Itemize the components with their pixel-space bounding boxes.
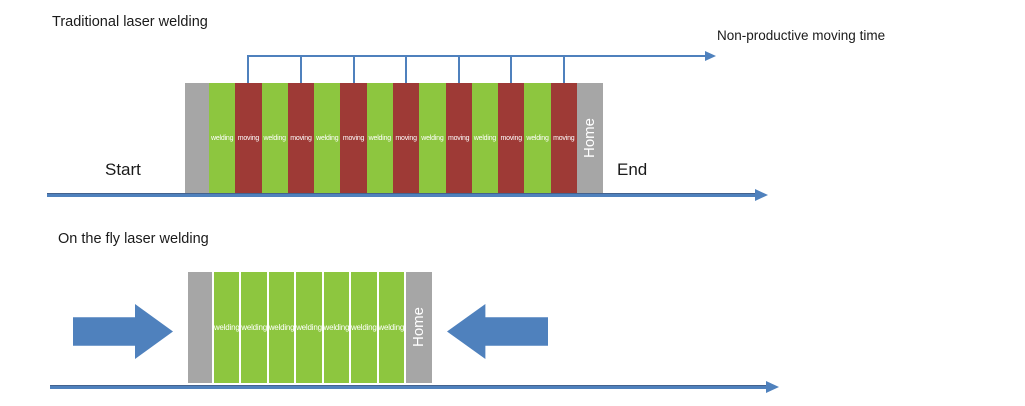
segment-label: moving: [395, 134, 417, 142]
traditional-title: Traditional laser welding: [52, 14, 208, 30]
segment-label: moving: [553, 134, 575, 142]
segment-label: welding: [421, 134, 444, 142]
welding-segment: welding: [366, 83, 393, 193]
welding-segment: welding: [214, 272, 240, 383]
segment-label: welding: [263, 134, 287, 142]
traditional-timeline-axis: [47, 193, 755, 197]
segment-label: welding: [316, 134, 339, 142]
segment-label: welding: [473, 134, 497, 142]
welding-segment: welding: [378, 272, 404, 383]
onthefly-timeline-axis: [50, 385, 766, 389]
welding-segment: welding: [268, 272, 295, 383]
segment-label: moving: [237, 134, 260, 142]
moving-segment: moving: [445, 83, 472, 193]
bracket-line: [248, 55, 705, 57]
onthefly-title: On the fly laser welding: [58, 231, 209, 247]
segment-label: welding: [296, 323, 322, 332]
segment-label: welding: [241, 323, 267, 332]
bracket-tick: [300, 55, 302, 83]
segment-label: welding: [210, 134, 234, 142]
left-inward-arrow-icon: [73, 304, 173, 359]
home-label: Home: [581, 117, 599, 158]
timeline-arrowhead-icon: [755, 189, 768, 201]
welding-segment: welding: [471, 83, 499, 193]
segment-label: welding: [378, 323, 404, 332]
welding-segment: welding: [419, 83, 446, 193]
moving-segment: moving: [550, 83, 577, 193]
segment-label: moving: [290, 134, 312, 142]
moving-segment: moving: [498, 83, 525, 193]
bracket-tick: [353, 55, 355, 83]
end-label: End: [617, 160, 648, 179]
start-gray-segment: [188, 272, 212, 383]
segment-label: welding: [351, 323, 377, 332]
bracket-tick: [458, 55, 460, 83]
moving-segment: moving: [287, 83, 315, 193]
welding-segment: welding: [314, 83, 341, 193]
moving-segment: moving: [340, 83, 367, 193]
welding-segment: welding: [351, 272, 377, 383]
onthefly-process-bar: welding welding welding welding welding …: [188, 272, 432, 383]
timeline-arrowhead-icon: [766, 381, 779, 393]
welding-segment: welding: [209, 83, 236, 193]
start-gray-segment: [185, 83, 209, 193]
non-productive-moving-time-label: Non-productive moving time: [717, 28, 886, 43]
bracket-tick: [405, 55, 407, 83]
welding-segment: welding: [296, 272, 322, 383]
welding-segment: welding: [323, 272, 350, 383]
segment-label: welding: [323, 323, 350, 332]
home-segment: Home: [576, 83, 603, 193]
segment-label: welding: [526, 134, 549, 142]
moving-segment: moving: [235, 83, 262, 193]
bracket-tick: [510, 55, 512, 83]
traditional-process-bar: welding moving welding moving welding mo…: [185, 83, 603, 193]
segment-label: moving: [342, 134, 365, 142]
segment-label: welding: [268, 323, 295, 332]
bracket-arrowhead-icon: [705, 51, 716, 61]
bracket-tick: [247, 55, 249, 83]
moving-segment: moving: [392, 83, 420, 193]
segment-label: welding: [368, 134, 392, 142]
right-inward-arrow-icon: [447, 304, 548, 359]
welding-segment: welding: [524, 83, 551, 193]
home-segment: Home: [405, 272, 432, 383]
welding-segment: welding: [261, 83, 288, 193]
bracket-tick: [563, 55, 565, 83]
segment-label: welding: [214, 323, 240, 332]
segment-label: moving: [447, 134, 470, 142]
start-label: Start: [105, 160, 141, 179]
segment-label: moving: [500, 134, 523, 142]
welding-segment: welding: [241, 272, 267, 383]
home-label: Home: [410, 307, 428, 348]
